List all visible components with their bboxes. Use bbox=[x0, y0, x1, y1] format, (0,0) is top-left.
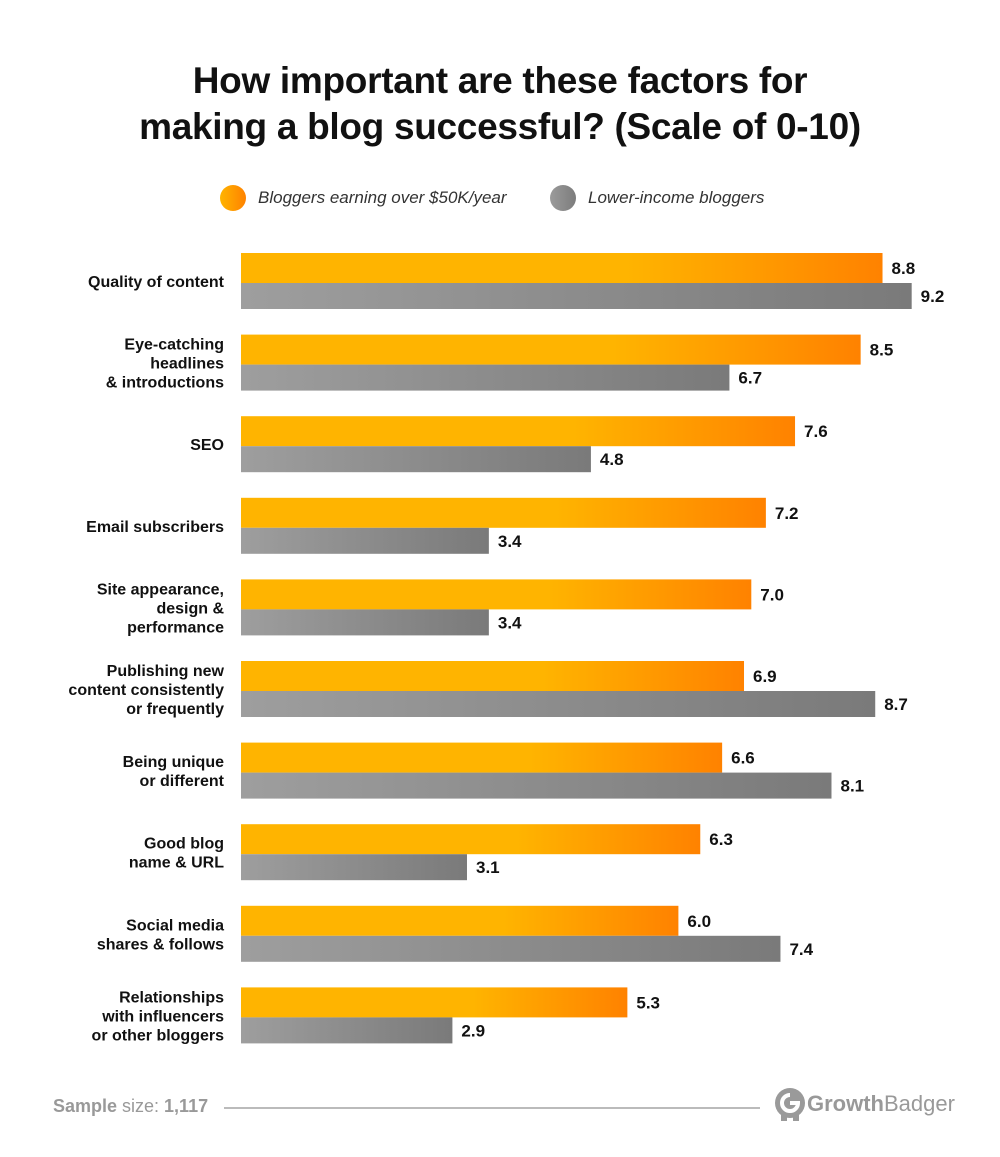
data-label: 3.4 bbox=[498, 613, 522, 632]
data-label: 8.1 bbox=[840, 777, 864, 796]
data-label: 8.5 bbox=[870, 341, 894, 360]
bar-lower-income bbox=[241, 772, 832, 799]
legend-swatch-gray bbox=[550, 185, 576, 211]
data-label: 2.9 bbox=[461, 1021, 485, 1040]
data-label: 9.2 bbox=[921, 287, 945, 306]
category-label: Quality of content bbox=[88, 274, 225, 291]
sample-size: Sample size: 1,117 bbox=[53, 1096, 208, 1117]
data-label: 7.0 bbox=[760, 585, 784, 604]
title-line-2: making a blog successful? (Scale of 0-10… bbox=[139, 106, 861, 147]
category-label: Being unique or different bbox=[123, 754, 225, 790]
category-label: Site appearance, design & performance bbox=[97, 581, 225, 636]
bar-lower-income bbox=[241, 283, 912, 309]
bar-high-income bbox=[241, 253, 883, 283]
footer-divider bbox=[224, 1107, 760, 1109]
category-label: SEO bbox=[190, 437, 224, 454]
legend-item-high-income: Bloggers earning over $50K/year bbox=[220, 185, 507, 211]
growthbadger-logo: Growth Badger bbox=[773, 1086, 955, 1122]
category-label: Good blog name & URL bbox=[129, 836, 224, 872]
logo-text: Badger bbox=[884, 1091, 955, 1116]
legend-label: Bloggers earning over $50K/year bbox=[258, 188, 507, 207]
logo-text-bold: Growth bbox=[807, 1091, 884, 1116]
chart-title: How important are these factors for maki… bbox=[0, 58, 1000, 150]
title-line-1: How important are these factors for bbox=[192, 60, 808, 101]
bar-chart: Quality of content 8.8 9.2 Eye-catching head… bbox=[68, 253, 945, 1044]
bar-lower-income bbox=[241, 364, 730, 391]
legend-swatch-orange bbox=[220, 185, 246, 211]
bar-lower-income bbox=[241, 1017, 453, 1044]
bar-lower-income bbox=[241, 691, 876, 717]
bar-high-income bbox=[241, 824, 701, 855]
data-label: 6.9 bbox=[753, 667, 777, 686]
legend-item-lower-income: Lower-income bloggers bbox=[550, 185, 764, 211]
legend-label: Lower-income bloggers bbox=[588, 188, 765, 207]
data-label: 6.7 bbox=[738, 369, 762, 388]
data-label: 3.4 bbox=[498, 532, 522, 551]
bar-high-income bbox=[241, 905, 679, 936]
bar-lower-income bbox=[241, 854, 467, 881]
bar-lower-income bbox=[241, 446, 591, 473]
bar-high-income bbox=[241, 661, 745, 691]
data-label: 6.6 bbox=[731, 749, 755, 768]
data-label: 8.7 bbox=[884, 695, 908, 714]
data-label: 8.8 bbox=[892, 259, 916, 278]
bar-high-income bbox=[241, 987, 628, 1018]
bar-high-income bbox=[241, 416, 796, 447]
category-label: Publishing new content consistently or fre… bbox=[68, 663, 224, 718]
data-label: 6.3 bbox=[709, 830, 733, 849]
bar-high-income bbox=[241, 497, 766, 528]
bar-lower-income bbox=[241, 609, 489, 636]
badger-logo-icon bbox=[775, 1088, 805, 1121]
data-label: 7.6 bbox=[804, 422, 828, 441]
bar-lower-income bbox=[241, 527, 489, 554]
data-label: 5.3 bbox=[636, 993, 660, 1012]
sample-bold: Sample bbox=[53, 1096, 118, 1116]
data-label: 4.8 bbox=[600, 450, 624, 469]
sample-value: 1,117 bbox=[164, 1096, 209, 1116]
data-label: 6.0 bbox=[687, 912, 711, 931]
category-label: Email subscribers bbox=[86, 519, 224, 536]
data-label: 3.1 bbox=[476, 858, 500, 877]
bar-high-income bbox=[241, 742, 723, 773]
bar-high-income bbox=[241, 579, 752, 610]
data-label: 7.2 bbox=[775, 504, 799, 523]
data-label: 7.4 bbox=[789, 940, 813, 959]
bar-high-income bbox=[241, 334, 861, 365]
category-label: Social media shares & follows bbox=[97, 917, 224, 953]
bar-lower-income bbox=[241, 935, 781, 962]
category-label: Eye-catching headlines & introductions bbox=[106, 337, 224, 392]
category-label: Relationships with influencers or other bl… bbox=[92, 989, 225, 1044]
sample-rest: size: bbox=[117, 1096, 165, 1116]
